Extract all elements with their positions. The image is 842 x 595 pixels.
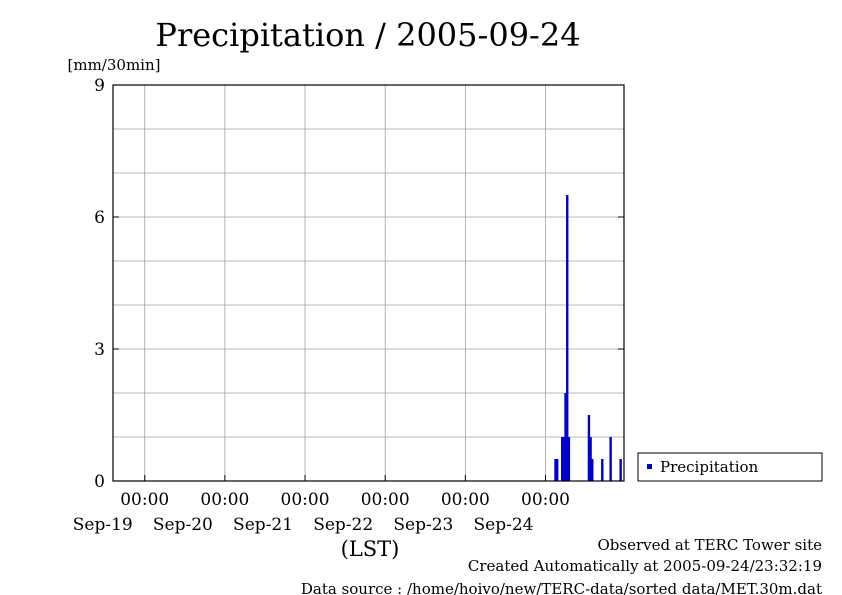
x-tick-date-label: Sep-24 [474, 515, 534, 535]
x-axis-label: (LST) [341, 537, 400, 561]
y-tick-label: 3 [94, 340, 105, 360]
precipitation-bar [556, 459, 559, 481]
x-tick-time-label: 00:00 [521, 490, 570, 510]
precipitation-bar [619, 459, 622, 481]
x-tick-date-label: Sep-23 [393, 515, 453, 535]
precipitation-bar [564, 393, 567, 481]
legend: Precipitation [637, 452, 823, 482]
chart-title: Precipitation / 2005-09-24 [155, 16, 580, 54]
footer-created: Created Automatically at 2005-09-24/23:3… [468, 557, 822, 575]
precipitation-bar [562, 437, 566, 481]
legend-swatch [647, 464, 652, 469]
precipitation-bar [561, 437, 564, 481]
x-tick-time-label: 00:00 [441, 490, 490, 510]
y-tick-label: 0 [94, 472, 105, 492]
footer-source: Data source : /home/hoivo/new/TERC-data/… [301, 580, 822, 595]
y-axis-ticks: 0 3 6 9 [94, 76, 624, 492]
precipitation-bar [554, 459, 557, 481]
x-tick-time-label: 00:00 [200, 490, 249, 510]
precipitation-bars [554, 195, 622, 481]
precipitation-bar [591, 459, 594, 481]
precipitation-bar [601, 459, 604, 481]
plot-border [112, 84, 625, 482]
legend-box [637, 452, 823, 482]
precipitation-bar [609, 437, 612, 481]
legend-label: Precipitation [660, 458, 759, 476]
precipitation-bar [587, 415, 591, 481]
precipitation-bar [589, 437, 592, 481]
x-tick-time-label: 00:00 [281, 490, 330, 510]
precipitation-bar [567, 437, 571, 481]
x-tick-date-label: Sep-20 [153, 515, 213, 535]
x-tick-date-label: Sep-19 [73, 515, 133, 535]
x-tick-time-label: 00:00 [120, 490, 169, 510]
y-tick-label: 6 [94, 208, 105, 228]
plot-frame [112, 84, 625, 482]
x-tick-date-label: Sep-21 [233, 515, 293, 535]
footer-observed: Observed at TERC Tower site [597, 536, 822, 554]
precipitation-bar [566, 195, 569, 481]
y-axis-label: [mm/30min] [68, 56, 161, 74]
x-axis-ticks: 00:00 Sep-19 00:00 Sep-20 00:00 Sep-21 00:00 Se… [73, 475, 570, 535]
x-tick-time-label: 00:00 [361, 490, 410, 510]
grid-lines [113, 85, 624, 481]
y-tick-label: 9 [94, 76, 105, 96]
x-tick-date-label: Sep-22 [313, 515, 373, 535]
